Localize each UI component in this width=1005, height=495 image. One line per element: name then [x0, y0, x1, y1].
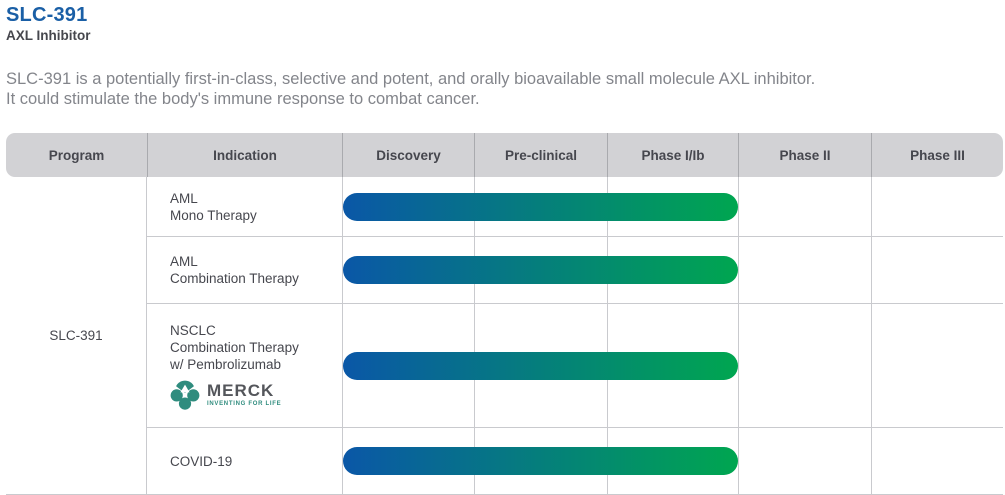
phase-cell-phase-2	[738, 428, 871, 494]
column-header-preclinical: Pre-clinical	[474, 133, 607, 177]
merck-tagline: INVENTING FOR LIFE	[207, 400, 282, 407]
indication-cell: NSCLC Combination Therapy w/ Pembrolizum…	[147, 304, 342, 427]
pipeline-table: Program Indication Discovery Pre-clinica…	[6, 133, 1003, 495]
indication-line: AML	[170, 254, 198, 269]
indication-line: Combination Therapy	[170, 339, 299, 355]
merck-name: MERCK	[207, 380, 275, 400]
table-row-nsclc: NSCLC Combination Therapy w/ Pembrolizum…	[147, 304, 1003, 428]
page-title: SLC-391	[6, 4, 88, 26]
merck-logo: MERCK INVENTING FOR LIFE	[170, 380, 342, 410]
description-line-2: It could stimulate the body's immune res…	[6, 90, 480, 108]
phase-cell-phase-3	[871, 177, 1003, 236]
table-row-covid: COVID-19	[147, 428, 1003, 494]
phase-cell-phase-2	[738, 177, 871, 236]
indication-line: w/ Pembrolizumab	[170, 356, 282, 372]
phase-cell-phase-3	[871, 428, 1003, 494]
indication-line: AML	[170, 190, 198, 206]
pipeline-page: SLC-391 AXL Inhibitor SLC-391 is a poten…	[6, 4, 1003, 495]
indication-cell: AML Mono Therapy	[147, 177, 342, 236]
column-header-phase-3: Phase III	[871, 133, 1003, 177]
progress-bar	[343, 256, 738, 284]
pipeline-table-body: SLC-391 AML Mono Therapy AML	[6, 177, 1003, 495]
indication-line: NSCLC	[170, 322, 216, 338]
phase-cell-phase-3	[871, 304, 1003, 427]
pipeline-rows: AML Mono Therapy AML Combination Therapy	[147, 177, 1003, 494]
indication-line: Combination Therapy	[170, 271, 299, 286]
column-header-phase-2: Phase II	[738, 133, 871, 177]
column-header-indication: Indication	[147, 133, 342, 177]
table-row-aml-mono: AML Mono Therapy	[147, 177, 1003, 237]
indication-cell: AML Combination Therapy	[147, 237, 342, 303]
indication-line: COVID-19	[170, 453, 233, 469]
indication-line: Mono Therapy	[170, 207, 257, 223]
page-subtitle: AXL Inhibitor	[6, 28, 91, 43]
progress-bar	[343, 351, 738, 380]
merck-wordmark: MERCK INVENTING FOR LIFE	[207, 380, 281, 407]
program-description: SLC-391 is a potentially first-in-class,…	[6, 69, 1003, 109]
phase-cell-phase-2	[738, 237, 871, 303]
column-header-discovery: Discovery	[342, 133, 474, 177]
progress-bar	[343, 192, 738, 221]
table-row-aml-combo: AML Combination Therapy	[147, 237, 1003, 304]
column-header-program: Program	[48, 147, 105, 163]
indication-cell: COVID-19	[147, 428, 342, 494]
progress-bar	[343, 447, 738, 475]
description-line-1: SLC-391 is a potentially first-in-class,…	[6, 70, 816, 88]
phase-cell-phase-3	[871, 237, 1003, 303]
phase-cell-discovery	[342, 428, 474, 494]
phase-cell-discovery	[342, 237, 474, 303]
column-header-phase-1: Phase I/Ib	[607, 133, 738, 177]
phase-cell-phase-2	[738, 304, 871, 427]
phase-cell-discovery	[342, 177, 474, 236]
merck-emblem-icon	[170, 380, 200, 410]
program-cell: SLC-391	[6, 177, 147, 494]
pipeline-table-header: Program Indication Discovery Pre-clinica…	[6, 133, 1003, 177]
phase-cell-discovery	[342, 304, 474, 427]
